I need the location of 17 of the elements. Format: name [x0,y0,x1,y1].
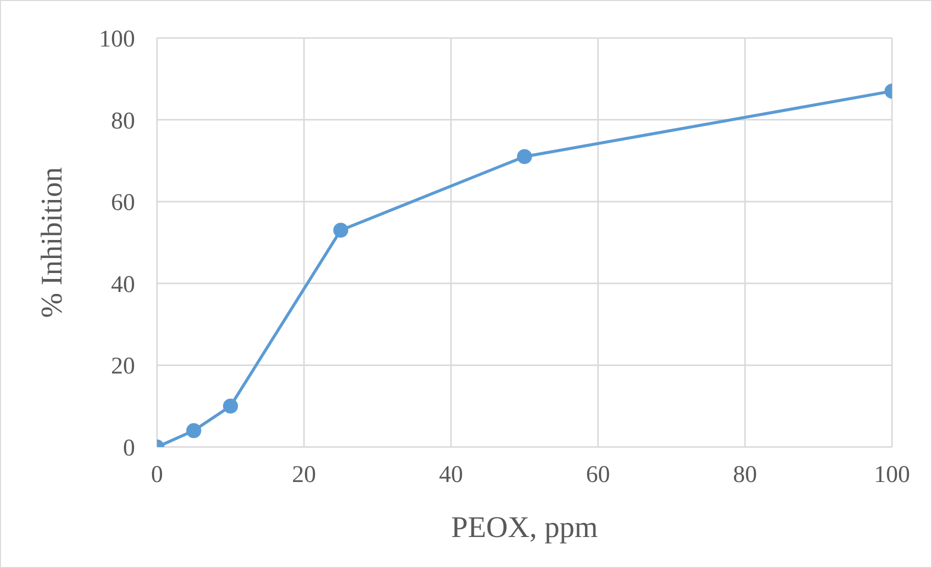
y-tick-label: 60 [111,190,135,216]
point [333,222,348,238]
y-tick-label: 20 [111,354,135,380]
y-tick-label: 40 [111,272,135,298]
x-tick-label: 60 [586,462,610,488]
point [223,398,238,414]
x-tick-label: 40 [439,462,463,488]
x-tick-label: 80 [733,462,757,488]
x-tick-label: 20 [292,462,316,488]
y-tick-label: 80 [111,108,135,134]
point [186,423,202,438]
x-axis-title: PEOX, ppm [451,511,598,544]
y-tick-label: 0 [123,436,135,462]
y-axis-title: % Inhibition [36,167,69,318]
x-tick-label: 0 [151,462,163,488]
y-tick-label: 100 [99,26,135,53]
x-tick-label: 100 [874,462,910,488]
